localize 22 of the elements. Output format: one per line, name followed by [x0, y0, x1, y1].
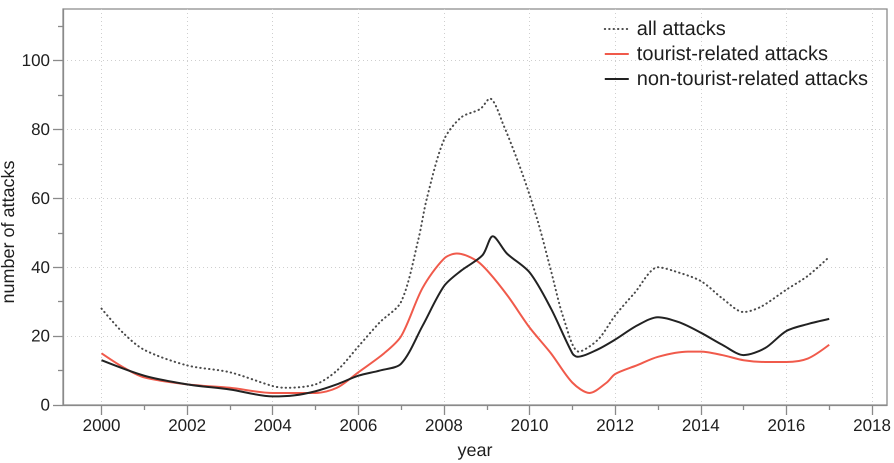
x-tick-label: 2000	[82, 416, 120, 435]
y-tick-label: 20	[31, 326, 50, 346]
legend-label: non-tourist-related attacks	[636, 68, 868, 90]
legend-label: all attacks	[636, 18, 726, 40]
line-series	[100, 98, 830, 389]
x-tick-label: 2004	[254, 416, 292, 435]
y-axis-title: number of attacks	[0, 160, 18, 304]
y-tick-label: 100	[22, 51, 50, 70]
x-tick-label: 2006	[339, 416, 378, 435]
x-tick-label: 2002	[168, 416, 206, 435]
x-tick-label: 2008	[425, 416, 463, 435]
y-tick-label: 80	[31, 120, 50, 140]
y-tick-label: 60	[31, 188, 50, 208]
x-tick-label: 2018	[853, 416, 891, 435]
legend-label: tourist-related attacks	[636, 43, 828, 65]
x-tick-label: 2012	[596, 416, 634, 435]
x-axis-title: year	[457, 440, 493, 460]
x-tick-label: 2016	[767, 416, 806, 435]
x-tick-label: 2010	[510, 416, 548, 435]
y-tick-label: 0	[40, 396, 50, 414]
y-tick-label: 40	[31, 258, 50, 277]
x-tick-label: 2014	[682, 416, 720, 435]
